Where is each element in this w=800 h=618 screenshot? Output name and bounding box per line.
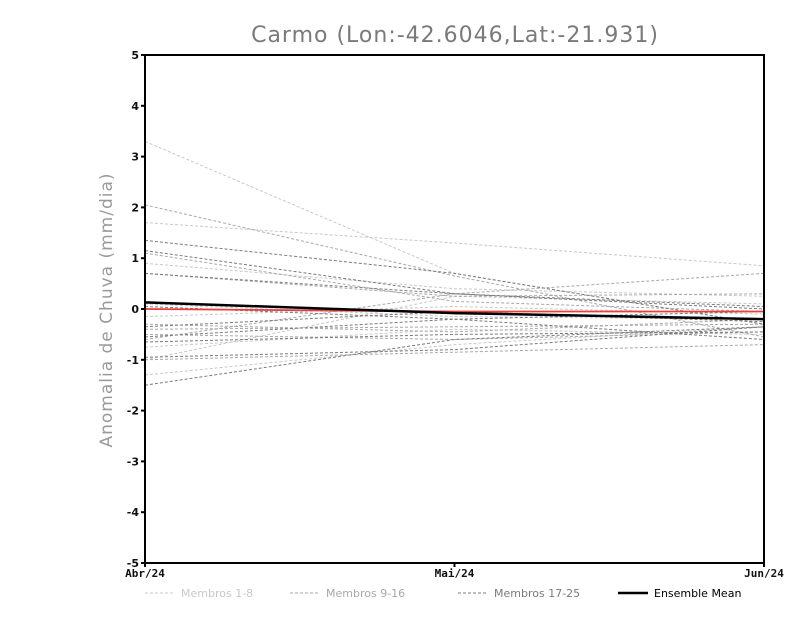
series-line-membro-12: [144, 323, 765, 330]
y-tick-label: 1: [131, 252, 139, 265]
legend-label-membros-17-25: Membros 17-25: [494, 587, 580, 600]
y-tick-label: -1: [127, 354, 139, 367]
x-tick-label: Jun/24: [744, 567, 784, 580]
series-line-ensemble-mean: [144, 301, 765, 321]
series-line-membro-3: [144, 262, 765, 297]
series-line-membro-21: [144, 250, 765, 307]
y-tick-label: 5: [131, 49, 139, 62]
series-line-membro-16: [144, 344, 765, 361]
series-line-membro-18: [144, 326, 765, 386]
series-line-membro-23: [144, 331, 765, 343]
y-tick-label: 3: [131, 151, 139, 164]
series-layer: [144, 140, 765, 386]
series-line-observado: [144, 308, 764, 313]
legend: Membros 1-8 Membros 9-16 Membros 17-25 Ense…: [145, 587, 741, 600]
y-tick-label: -3: [127, 455, 139, 468]
legend-label-membros-9-16: Membros 9-16: [326, 587, 405, 600]
series-line-membro-17: [144, 239, 765, 325]
x-tick-label: Mai/24: [435, 567, 475, 580]
series-line-membro-14: [144, 252, 765, 312]
legend-label-membros-1-8: Membros 1-8: [181, 587, 253, 600]
series-line-membro-11: [144, 272, 765, 297]
y-axis-label: Anomalia de Chuva (mm/dia): [97, 172, 117, 447]
series-line-membro-15: [144, 318, 765, 333]
y-tick-label: 4: [131, 100, 139, 113]
y-tick-label: 0: [131, 303, 139, 316]
chart-title: Carmo (Lon:-42.6046,Lat:-21.931): [251, 23, 659, 48]
series-line-membro-20: [144, 272, 765, 310]
axis-layer: -5 -4 -3 -2 -1 0 1 2 3 4 5 Abr/24 Mai/24 Jun/24: [125, 49, 784, 580]
series-line-membro-24: [144, 326, 765, 358]
y-tick-label: -2: [127, 405, 139, 418]
series-line-membro-2: [144, 222, 765, 267]
x-tick-label: Abr/24: [125, 567, 165, 580]
y-tick-label: -4: [127, 506, 140, 519]
legend-label-ensemble-mean: Ensemble Mean: [654, 587, 741, 600]
y-tick-label: 2: [131, 201, 139, 214]
series-line-membro-25: [144, 306, 765, 320]
y-tick-label: -5: [127, 557, 139, 570]
